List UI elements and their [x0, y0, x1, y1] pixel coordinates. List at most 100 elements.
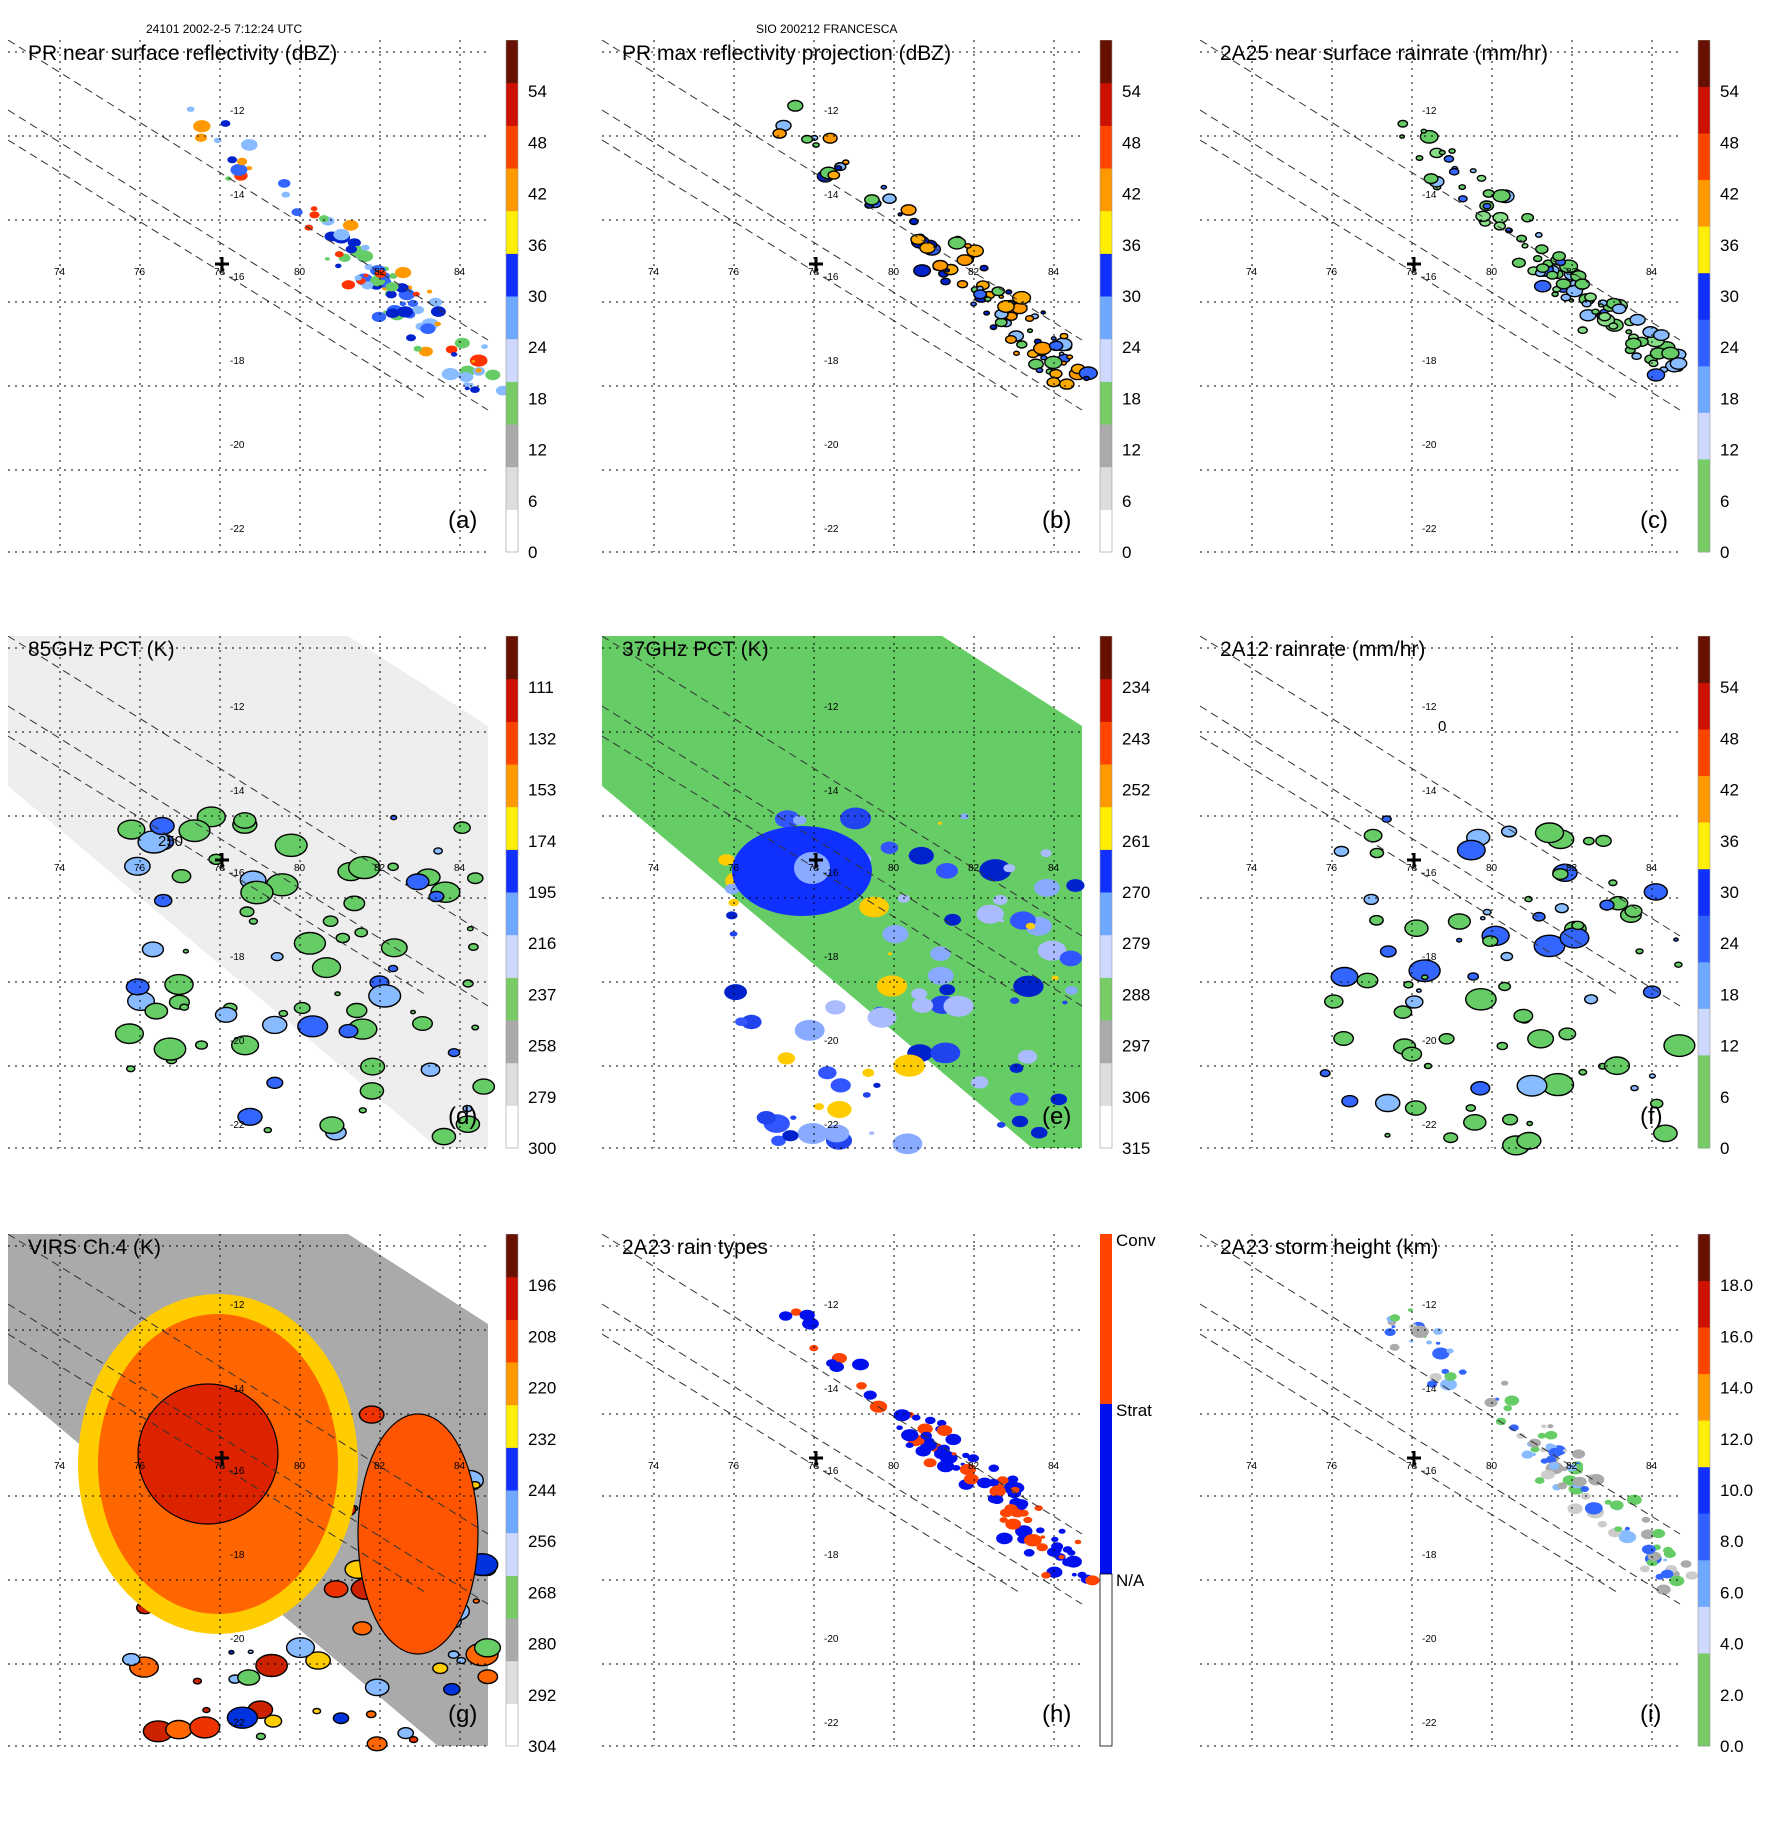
rain-cell: [772, 128, 787, 139]
longitude-label: 76: [1326, 863, 1338, 874]
rain-cell: [1521, 242, 1529, 249]
rain-cell: [144, 1002, 169, 1020]
rain-cell: [1552, 868, 1569, 881]
colorbar-tick-label: 48: [1122, 133, 1141, 152]
rain-cell: [1503, 1405, 1512, 1412]
rain-cell: [469, 354, 488, 367]
rain-cell: [1629, 313, 1646, 326]
latitude-label: -14: [824, 786, 839, 797]
rain-cell: [1404, 995, 1424, 1009]
rain-cell: [406, 334, 416, 342]
colorbar: 0 6 12 18 24 30 36 42 48 54: [1099, 39, 1141, 562]
rain-cell: [852, 1358, 869, 1371]
rain-cell: [1521, 1450, 1534, 1459]
latitude-label: -22: [1422, 524, 1437, 535]
storm-center-plus-icon: [215, 1451, 229, 1465]
swath-edge-line: [601, 109, 1083, 411]
rain-cell: [1669, 357, 1688, 370]
longitude-label: 80: [888, 1461, 900, 1472]
colorbar-segment: [506, 1660, 518, 1704]
colorbar-segment: [506, 1362, 518, 1406]
longitude-label: 82: [1566, 267, 1578, 278]
rain-cell: [756, 1111, 776, 1125]
colorbar-tick-label: 12.0: [1720, 1430, 1753, 1449]
rain-cell: [726, 911, 738, 920]
rain-cell: [1470, 1080, 1491, 1096]
rain-cell: [1561, 1466, 1568, 1472]
panel-d: 74 76 78 80 82 84 -12 -14 -16 -18 -20 -22 250 85GHz P…: [7, 635, 608, 1236]
rain-cell: [445, 345, 458, 354]
rain-cell: [794, 1019, 825, 1041]
colorbar-segment: [1698, 412, 1710, 460]
rain-cell: [1034, 878, 1060, 897]
rain-cell: [997, 300, 1015, 314]
rain-cell: [989, 324, 998, 331]
rain-cell: [923, 1458, 937, 1468]
latitude-label: -16: [230, 868, 245, 879]
rain-cell: [164, 973, 194, 996]
rain-cell: [970, 301, 977, 307]
rain-cell: [930, 1042, 961, 1064]
rain-cell: [1580, 1486, 1589, 1492]
longitude-label: 84: [454, 267, 466, 278]
swath-edge-line: [7, 635, 489, 937]
colorbar-segment: [506, 1447, 518, 1491]
rain-cell: [1065, 1555, 1082, 1568]
latitude-label: -18: [1422, 952, 1437, 963]
rain-cell: [1023, 1516, 1033, 1524]
colorbar-segment: [1100, 977, 1112, 1021]
rain-cell: [455, 1115, 481, 1134]
panel-title: 2A23 rain types: [622, 1236, 768, 1259]
latitude-label: -12: [230, 1300, 245, 1311]
rain-cell: [1391, 1325, 1396, 1328]
colorbar-segment: [1698, 1327, 1710, 1375]
colorbar-segment: [506, 253, 518, 297]
rain-cell: [395, 283, 409, 293]
colorbar-segment: [1100, 1020, 1112, 1064]
rain-cell: [1050, 1551, 1056, 1556]
rain-cell: [862, 1092, 871, 1098]
colorbar-tick-label: 220: [528, 1379, 556, 1398]
rain-cell: [246, 166, 253, 171]
rain-cell: [1046, 377, 1061, 388]
rain-cell: [1646, 368, 1666, 382]
rainband: [357, 1413, 479, 1655]
rain-cell: [1534, 1477, 1545, 1484]
rain-cell: [967, 1454, 979, 1463]
rain-cell: [1582, 836, 1595, 846]
rain-cell: [475, 368, 482, 373]
rain-cell: [1401, 1046, 1423, 1062]
colorbar-segment: [506, 466, 518, 510]
rain-cell: [420, 323, 436, 335]
latitude-label: -16: [230, 272, 245, 283]
rain-cell: [1526, 1120, 1534, 1127]
rain-cell: [346, 1002, 368, 1019]
rain-cell: [936, 1425, 953, 1436]
colorbar-segment: [506, 40, 518, 84]
swath-edge-line: [7, 139, 429, 401]
rain-cell: [1389, 1343, 1400, 1351]
colorbar-tick-label: 268: [528, 1583, 556, 1602]
rain-cell: [471, 359, 476, 363]
colorbar-segment: [1100, 806, 1112, 850]
rain-cell: [1032, 341, 1052, 356]
longitude-label: 78: [808, 267, 820, 278]
rain-cell: [859, 896, 889, 918]
colorbar-segment: [506, 977, 518, 1021]
rain-cell: [114, 1023, 144, 1045]
rain-cell: [944, 913, 961, 926]
rain-cell: [1554, 903, 1569, 914]
colorbar-segment: [1698, 1234, 1710, 1281]
colorbar-tick-label: 6: [1122, 492, 1131, 511]
rain-cell: [1319, 1069, 1331, 1078]
colorbar-segment: [506, 1319, 518, 1363]
rain-cell: [1333, 1031, 1355, 1047]
longitude-label: 80: [294, 1461, 306, 1472]
rain-cell: [1541, 1469, 1555, 1480]
rain-cell: [1443, 155, 1455, 163]
longitude-label: 78: [1406, 1461, 1418, 1472]
rain-cell: [405, 873, 430, 891]
rain-cell: [171, 868, 192, 884]
rain-cell: [1003, 864, 1016, 873]
rain-cell: [777, 1052, 796, 1065]
